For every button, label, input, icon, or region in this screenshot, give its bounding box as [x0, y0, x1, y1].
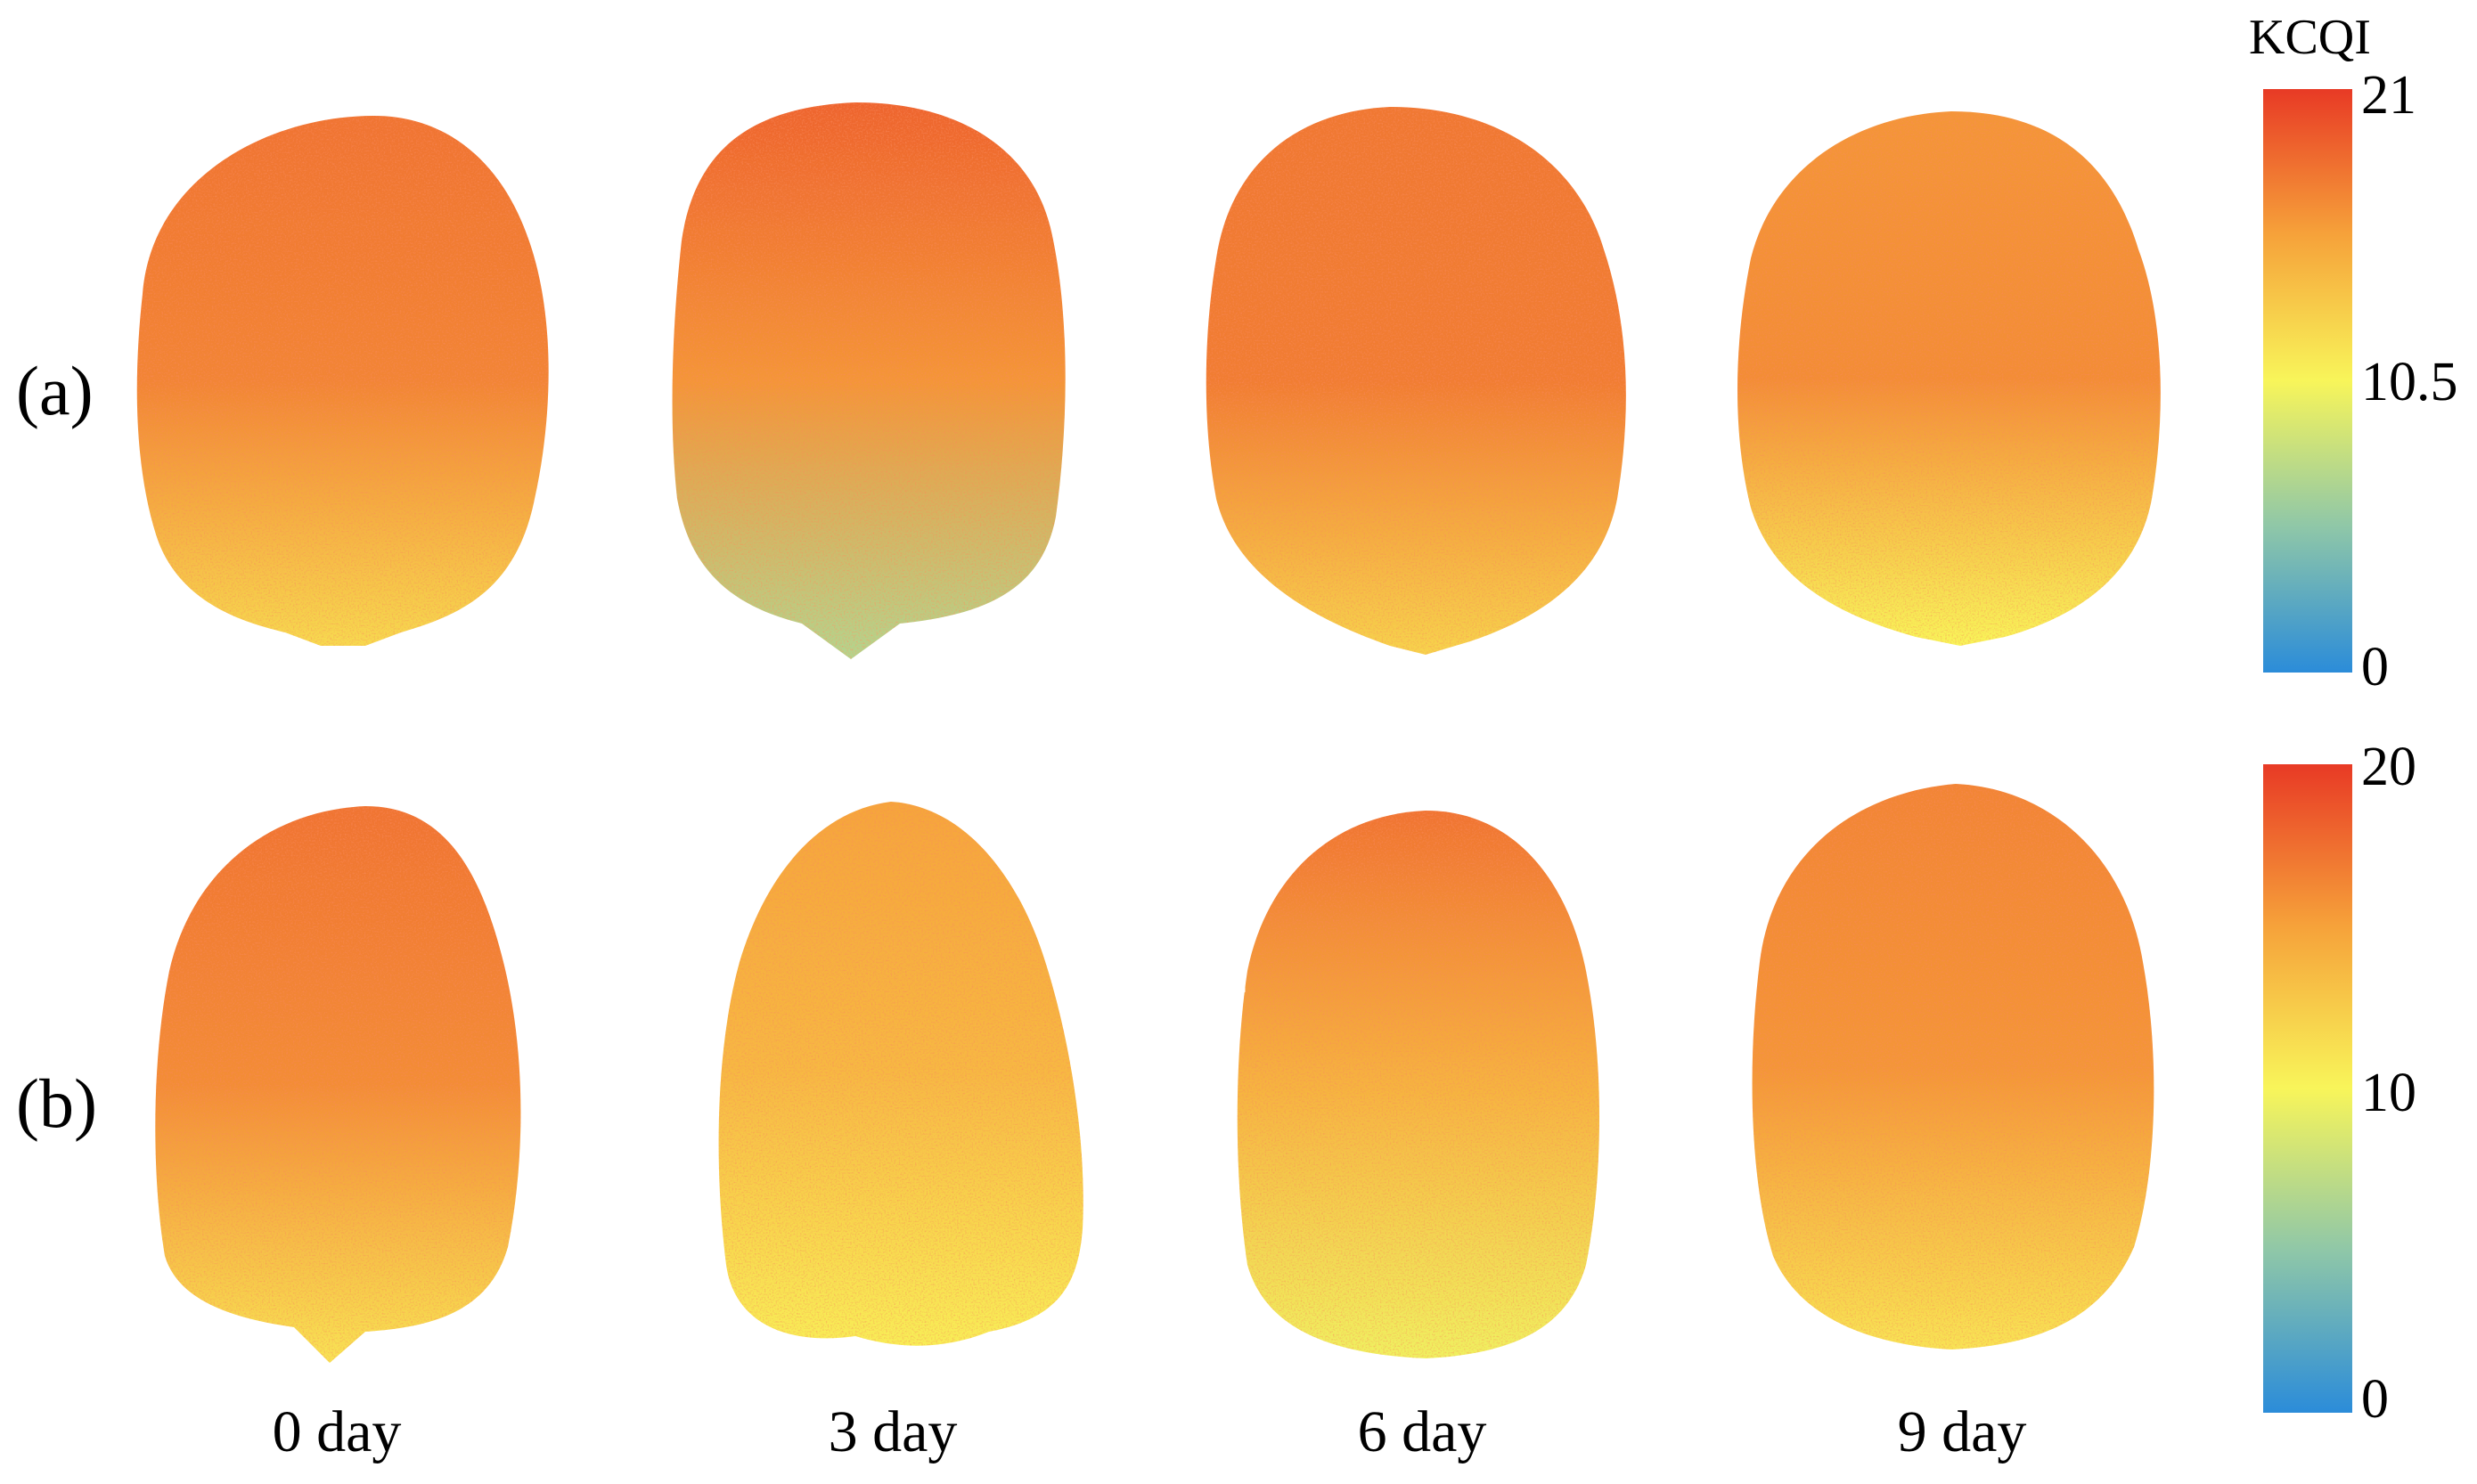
- row-b-images: [155, 784, 2154, 1363]
- fruit-a-3day: [672, 102, 1066, 659]
- fruit-a-9day: [1737, 111, 2161, 646]
- column-label-0day: 0 day: [272, 1399, 402, 1464]
- fruit-a-6day: [1206, 107, 1626, 655]
- colorbar-a-tick-min: 0: [2361, 637, 2389, 697]
- colorbar-b-tick-max: 20: [2361, 737, 2416, 797]
- fruit-a-0day: [136, 116, 549, 646]
- colorbar-b-tick-mid: 10: [2361, 1063, 2416, 1123]
- colorbar-b-tick-min: 0: [2361, 1369, 2389, 1430]
- colorbar-b: [2263, 764, 2352, 1413]
- colorbar-title: KCQI: [2249, 10, 2371, 65]
- colorbar-a-tick-mid: 10.5: [2361, 352, 2458, 412]
- row-a-images: [136, 102, 2161, 659]
- colorbar-a: [2263, 89, 2352, 673]
- fruit-b-0day: [155, 806, 521, 1363]
- column-label-6day: 6 day: [1357, 1399, 1487, 1464]
- fruit-b-9day: [1752, 784, 2154, 1349]
- colorbar-a-tick-max: 21: [2361, 65, 2416, 126]
- fruit-b-3day: [718, 802, 1083, 1346]
- column-label-3day: 3 day: [828, 1399, 958, 1464]
- fruit-b-6day: [1237, 811, 1599, 1358]
- column-label-9day: 9 day: [1897, 1399, 2027, 1464]
- row-label-a: (a): [16, 352, 94, 429]
- row-label-b: (b): [16, 1064, 97, 1142]
